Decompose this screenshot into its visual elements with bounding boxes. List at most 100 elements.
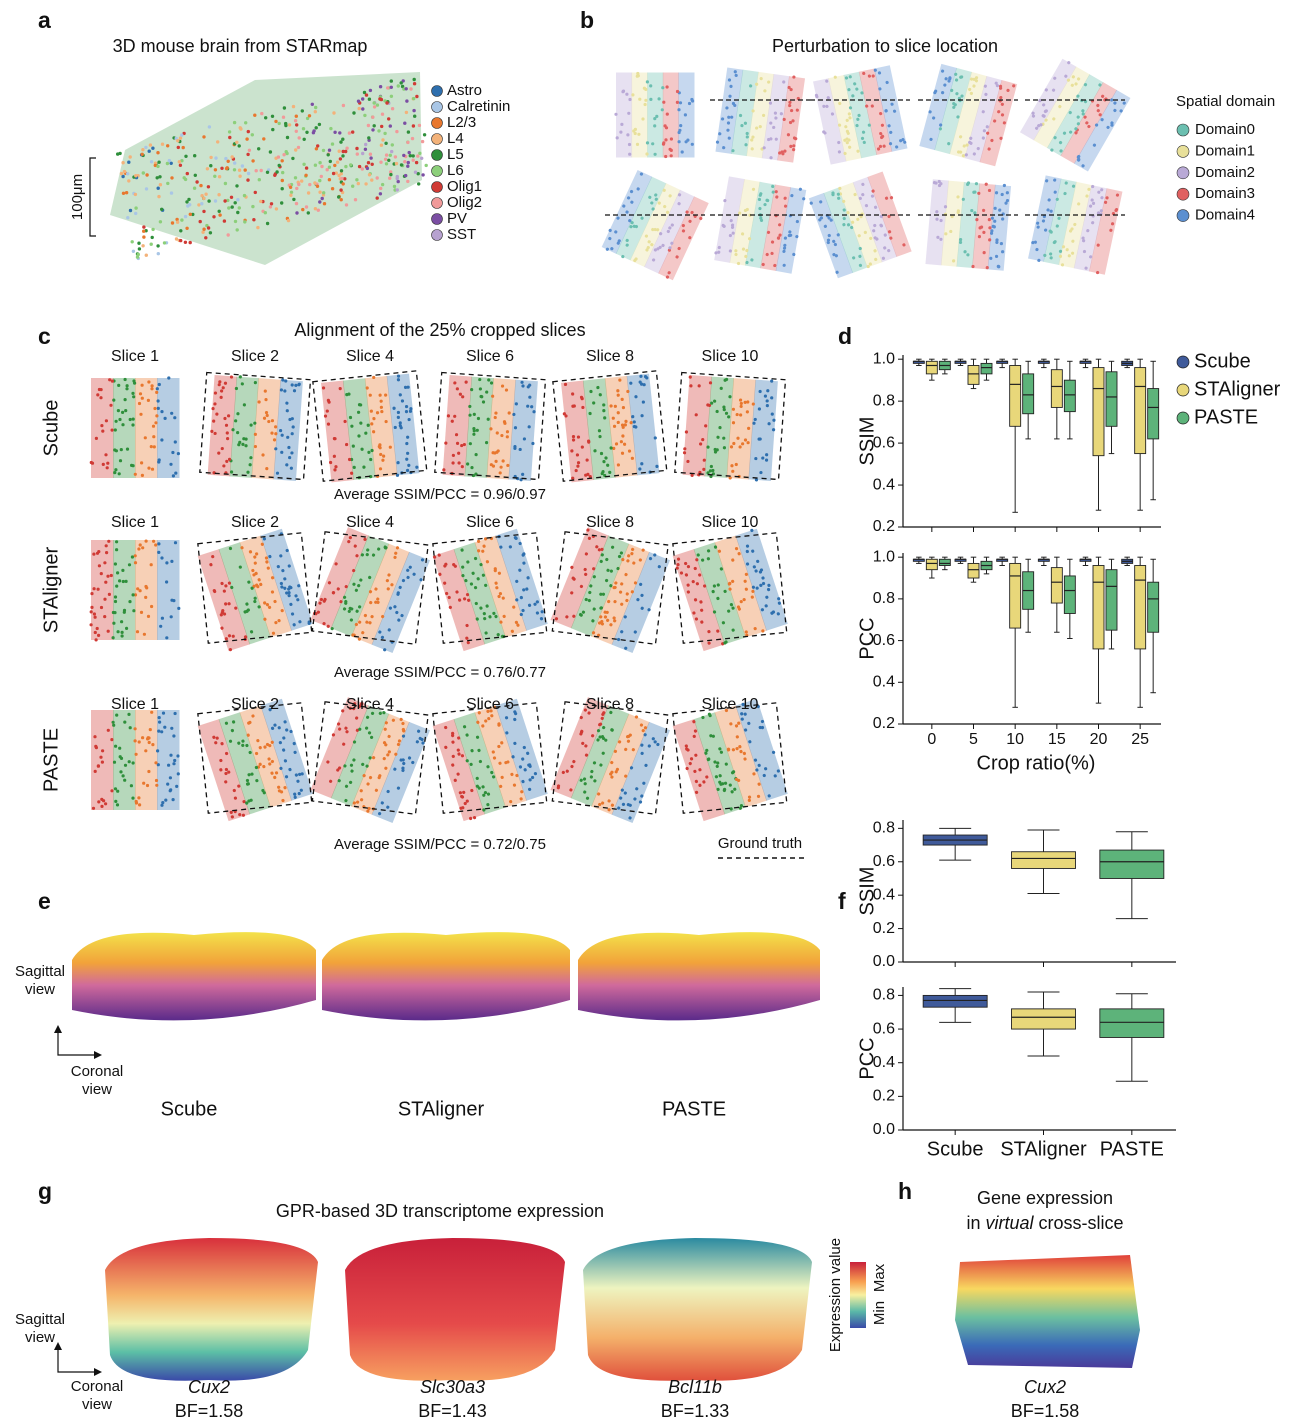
- cell-dot: [151, 147, 154, 150]
- panel-title: GPR-based 3D transcriptome expression: [276, 1201, 604, 1221]
- cell-dot: [134, 739, 137, 742]
- cell-dot: [281, 171, 284, 174]
- cell-dot: [142, 235, 145, 238]
- cell-dot: [90, 623, 93, 626]
- cell-dot: [235, 184, 238, 187]
- cell-dot: [404, 174, 407, 177]
- cell-dot: [285, 152, 288, 155]
- cell-dot: [112, 399, 115, 402]
- cell-dot: [300, 179, 303, 182]
- cell-dot: [200, 202, 203, 205]
- cell-dot: [332, 172, 335, 175]
- cell-dot: [99, 396, 102, 399]
- cell-dot: [246, 153, 249, 156]
- cell-dot: [314, 164, 317, 167]
- x-tick-label: 25: [1131, 731, 1149, 748]
- cell-dot: [662, 101, 665, 104]
- cell-dot: [390, 150, 393, 153]
- cell-dot: [418, 124, 421, 127]
- bayes-factor: BF=1.58: [1011, 1401, 1080, 1421]
- cell-dot: [132, 761, 135, 764]
- cell-dot: [412, 109, 415, 112]
- cell-dot: [127, 161, 130, 164]
- cell-dot: [106, 466, 109, 469]
- cell-dot: [275, 207, 278, 210]
- box: [939, 559, 950, 565]
- cell-dot: [166, 783, 169, 786]
- cell-dot: [114, 787, 117, 790]
- legend-label: Scube: [1194, 350, 1251, 372]
- cell-dot: [151, 384, 154, 387]
- alignment-caption: Average SSIM/PCC = 0.76/0.77: [334, 664, 546, 681]
- cell-dot: [218, 175, 221, 178]
- cell-dot: [345, 147, 348, 150]
- cell-dot: [406, 165, 409, 168]
- colorbar-title: Expression value: [827, 1238, 844, 1352]
- cell-dot: [138, 402, 141, 405]
- row-label: Scube: [40, 400, 62, 457]
- cell-dot: [165, 636, 168, 639]
- cell-dot: [170, 727, 173, 730]
- cell-dot: [390, 86, 393, 89]
- cell-dot: [405, 87, 408, 90]
- cell-dot: [384, 142, 387, 145]
- cell-dot: [95, 638, 98, 641]
- cell-dot: [209, 164, 212, 167]
- cell-dot: [684, 113, 687, 116]
- y-tick-label: 0.4: [873, 674, 895, 691]
- slice-image: [549, 526, 671, 654]
- legend-marker: [1177, 167, 1189, 179]
- cell-dot: [341, 154, 344, 157]
- cell-dot: [365, 93, 368, 96]
- cell-dot: [292, 105, 295, 108]
- x-tick-label: Scube: [927, 1138, 984, 1160]
- cell-dot: [658, 97, 661, 100]
- cell-dot: [421, 140, 424, 143]
- cell-dot: [144, 436, 147, 439]
- cell-dot: [114, 595, 117, 598]
- cell-dot: [289, 186, 292, 189]
- cell-dot: [340, 198, 343, 201]
- cell-dot: [620, 123, 623, 126]
- legend-label: Calretinin: [447, 98, 510, 115]
- cell-dot: [214, 199, 217, 202]
- cell-dot: [113, 471, 116, 474]
- legend-marker: [1177, 188, 1189, 200]
- cell-dot: [381, 138, 384, 141]
- cell-dot: [216, 140, 219, 143]
- cell-dot: [405, 111, 408, 114]
- cell-dot: [318, 200, 321, 203]
- cell-dot: [137, 796, 140, 799]
- cell-dot: [159, 183, 162, 186]
- legend-label: Domain1: [1195, 142, 1255, 159]
- cell-dot: [147, 770, 150, 773]
- cell-dot: [116, 571, 119, 574]
- legend-label: Domain2: [1195, 164, 1255, 181]
- cell-dot: [179, 136, 182, 139]
- cell-dot: [207, 226, 210, 229]
- cell-dot: [337, 195, 340, 198]
- bayes-factor: BF=1.43: [418, 1401, 487, 1421]
- cell-dot: [225, 167, 228, 170]
- cell-dot: [358, 165, 361, 168]
- cell-dot: [97, 764, 100, 767]
- cell-dot: [691, 143, 694, 146]
- cell-dot: [160, 438, 163, 441]
- cell-dot: [220, 167, 223, 170]
- cell-dot: [304, 174, 307, 177]
- cell-dot: [244, 121, 247, 124]
- column-label: Slice 8: [586, 514, 634, 531]
- cell-dot: [331, 142, 334, 145]
- cell-dot: [361, 167, 364, 170]
- legend-label: STAligner: [1194, 378, 1281, 400]
- cell-dot: [358, 107, 361, 110]
- cell-dot: [649, 98, 652, 101]
- cell-dot: [122, 580, 125, 583]
- cell-dot: [121, 175, 124, 178]
- x-tick-label: PASTE: [1100, 1138, 1164, 1160]
- cell-dot: [332, 111, 335, 114]
- cell-dot: [141, 474, 144, 477]
- legend-marker: [432, 134, 443, 145]
- cell-dot: [628, 153, 631, 156]
- cell-dot: [234, 220, 237, 223]
